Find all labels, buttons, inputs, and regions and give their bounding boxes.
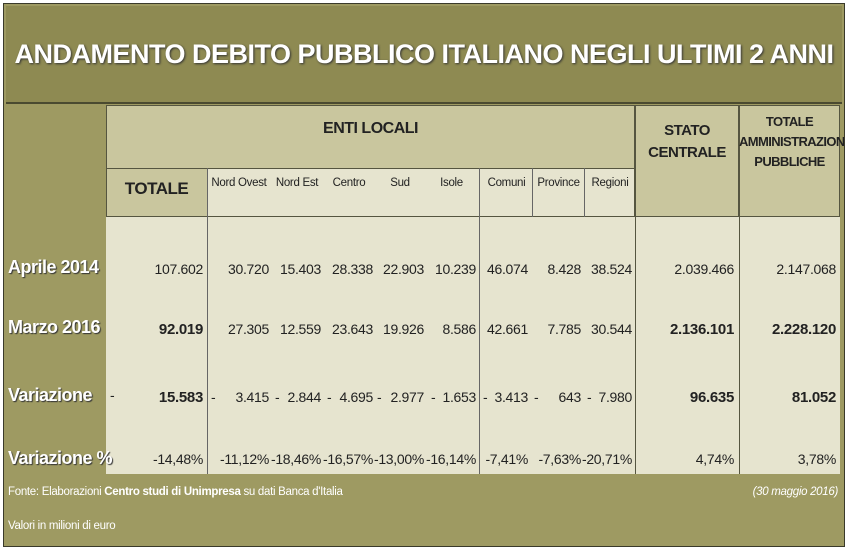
sub-isole: Isole (440, 177, 463, 189)
cell-isole: 8.586 (442, 321, 476, 337)
cell-regioni: 30.544 (590, 321, 632, 337)
body-stato-centrale (635, 217, 739, 474)
cell-totale-amministrazioni: 2.228.120 (771, 321, 836, 338)
cell-sud: 22.903 (382, 261, 424, 277)
tot-amm-line3: PUBBLICHE (754, 154, 825, 169)
date-note: (30 maggio 2016) (752, 486, 839, 498)
tot-amm-line2: AMMINISTRAZIONI (739, 134, 845, 149)
minus-sign: - (377, 389, 382, 405)
body-enti-locali (106, 217, 635, 474)
row-label-variazione: Variazione (8, 385, 93, 405)
cell-totale-amministrazioni: 2.147.068 (776, 261, 836, 277)
cell-totale-amministrazioni: 3,78% (797, 451, 837, 467)
enti-locali-label: ENTI LOCALI (323, 120, 418, 137)
cell-totale: 15.583 (158, 389, 203, 406)
tot-amm-line1: TOTALE (765, 114, 814, 129)
sub-regioni: Regioni (591, 177, 629, 189)
source-bold: Centro studi di Unimpresa (104, 486, 241, 498)
cell-regioni: 38.524 (590, 261, 632, 277)
cell-isole: 1.653 (442, 389, 476, 405)
source-pre: Fonte: Elaborazioni (8, 486, 102, 498)
minus-sign: - (275, 389, 280, 405)
cell-nord-est: 15.403 (279, 261, 321, 277)
cell-sud: 19.926 (382, 321, 424, 337)
body-totale-amministrazioni (739, 217, 840, 474)
cell-comuni: -7,41% (485, 451, 528, 467)
cell-totale: 107.602 (154, 261, 203, 277)
cell-comuni: 46.074 (486, 261, 528, 277)
cell-nord-est: 12.559 (279, 321, 321, 337)
cell-nord-est: -18,46% (270, 451, 321, 467)
sub-province: Province (537, 177, 580, 189)
totale-label: TOTALE (124, 179, 189, 198)
page-title: ANDAMENTO DEBITO PUBBLICO ITALIANO NEGLI… (6, 6, 842, 104)
minus-sign: - (431, 389, 436, 405)
cell-totale-amministrazioni: 81.052 (791, 389, 836, 406)
cell-centro: -16,57% (322, 451, 373, 467)
units-note: Valori in milioni di euro (8, 520, 116, 532)
divider (584, 168, 585, 217)
row-label-variazione-pct: Variazione % (8, 448, 113, 468)
minus-sign: - (211, 389, 216, 405)
cell-nord-ovest: -11,12% (219, 451, 269, 467)
sub-nord-est: Nord Est (275, 177, 319, 189)
cell-stato-centrale: 2.136.101 (669, 321, 734, 338)
divider (207, 168, 208, 474)
cell-regioni: 7.980 (598, 389, 632, 405)
sub-comuni: Comuni (487, 177, 526, 189)
sub-sud: Sud (390, 177, 410, 189)
minus-sign: - (110, 387, 115, 403)
cell-stato-centrale: 4,74% (695, 451, 735, 467)
sub-centro: Centro (332, 177, 366, 189)
cell-comuni: 42.661 (486, 321, 528, 337)
minus-sign: - (534, 389, 539, 405)
cell-province: 7.785 (547, 321, 581, 337)
cell-province: 8.428 (547, 261, 581, 277)
cell-stato-centrale: 96.635 (689, 389, 734, 406)
stato-centrale-line1: STATO (664, 122, 710, 139)
divider (532, 168, 533, 217)
minus-sign: - (327, 389, 332, 405)
cell-totale: 92.019 (158, 321, 203, 338)
cell-comuni: 3.413 (494, 389, 528, 405)
cell-centro: 23.643 (331, 321, 373, 337)
subheader-totale (106, 168, 207, 217)
row-label-aprile-2014: Aprile 2014 (8, 257, 99, 277)
cell-nord-ovest: 3.415 (235, 389, 269, 405)
cell-regioni: -20,71% (581, 451, 632, 467)
divider (479, 168, 480, 474)
sub-nord-ovest: Nord Ovest (211, 177, 267, 189)
minus-sign: - (483, 389, 488, 405)
cell-province: 643 (558, 389, 582, 405)
cell-nord-ovest: 27.305 (227, 321, 269, 337)
cell-totale: -14,48% (152, 451, 203, 467)
header-totale-amministrazioni (739, 105, 840, 217)
cell-isole: 10.239 (434, 261, 476, 277)
subheader-row (207, 168, 635, 217)
cell-stato-centrale: 2.039.466 (674, 261, 734, 277)
cell-isole: -16,14% (425, 451, 476, 467)
row-label-marzo-2016: Marzo 2016 (8, 317, 101, 337)
cell-sud: 2.977 (390, 389, 424, 405)
minus-sign: - (587, 389, 592, 405)
cell-nord-ovest: 30.720 (227, 261, 269, 277)
stato-centrale-label: STATO CENTRALE (635, 120, 739, 164)
table-frame: ANDAMENTO DEBITO PUBBLICO ITALIANO NEGLI… (3, 3, 845, 547)
source-note: Fonte: Elaborazioni Centro studi di Unim… (8, 486, 343, 498)
totale-amministrazioni-label: TOTALE AMMINISTRAZIONI PUBBLICHE (739, 112, 845, 172)
cell-nord-est: 2.844 (287, 389, 321, 405)
header-stato-centrale (635, 105, 739, 217)
source-post: su dati Banca d'Italia (243, 486, 343, 498)
cell-sud: -13,00% (373, 451, 424, 467)
cell-centro: 28.338 (331, 261, 373, 277)
cell-centro: 4.695 (339, 389, 373, 405)
cell-province: -7,63% (538, 451, 581, 467)
stato-centrale-line2: CENTRALE (648, 144, 726, 161)
